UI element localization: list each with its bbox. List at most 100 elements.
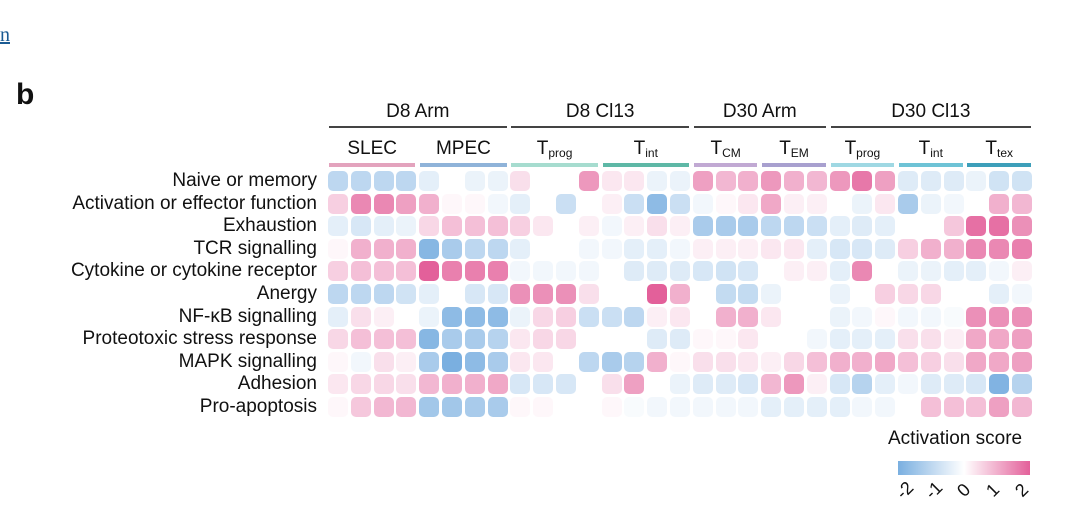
heatmap-cell [806,171,827,191]
heatmap-cell [966,238,987,259]
heatmap-cell [578,284,599,304]
heatmap-cell [1012,171,1032,191]
heatmap-cell [350,397,371,417]
heatmap-cell [715,397,736,417]
heatmap-cell [624,351,645,372]
heatmap-cell [556,261,576,282]
heatmap-cell [852,284,873,304]
heatmap-cell [670,216,690,237]
heatmap-cell [738,374,759,395]
heatmap-cell [852,193,873,214]
heatmap-cell [328,397,348,417]
group-underline [329,126,507,128]
heatmap-cell [647,306,668,327]
heatmap-cell [556,397,576,417]
heatmap-cell [1012,329,1032,350]
heatmap-cell [829,216,850,237]
heatmap-cell [556,171,576,191]
heatmap-cell [419,261,440,282]
heatmap-cell [556,193,576,214]
heatmap-cell [647,171,668,191]
heatmap-cell [715,193,736,214]
heatmap-cell [373,329,394,350]
heatmap-cell [761,261,782,282]
heatmap-cell [738,329,759,350]
heatmap-cell [396,216,417,237]
group-label: D8 Cl13 [565,101,635,122]
heatmap-cell [601,216,622,237]
heatmap-cell [989,329,1010,350]
heatmap-cell [852,216,873,237]
heatmap-cell [464,284,485,304]
heatmap-cell [670,238,690,259]
heatmap-cell [806,193,827,214]
heatmap-cell [442,329,462,350]
heatmap-cell [510,238,531,259]
heatmap-cell [328,216,348,237]
heatmap-cell [1012,374,1032,395]
row-label: Naive or memory [172,170,317,191]
heatmap-cell [556,306,576,327]
heatmap-cell [715,216,736,237]
heatmap-cell [1012,193,1032,214]
heatmap-cell [875,171,896,191]
group-underline [511,126,689,128]
heatmap-cell [852,351,873,372]
subgroup-label: Tprog [844,138,881,160]
heatmap-cell [761,171,782,191]
row-label: Activation or effector function [72,192,317,214]
heatmap-cell [898,171,918,191]
heatmap-cell [670,397,690,417]
heatmap-cell [920,306,941,327]
heatmap-cell [487,351,508,372]
heatmap-cell [943,351,964,372]
heatmap-cell [920,397,941,417]
heatmap-cell [692,374,713,395]
heatmap-cell [761,284,782,304]
heatmap-cell [966,374,987,395]
heatmap-cell [464,238,485,259]
heatmap-cell [373,193,394,214]
heatmap-cell [578,238,599,259]
heatmap-cell [464,193,485,214]
heatmap-cell [396,351,417,372]
heatmap-cell [829,329,850,350]
heatmap-cell [601,193,622,214]
heatmap-cell [578,216,599,237]
heatmap-cell [784,261,804,282]
heatmap-cell [350,374,371,395]
heatmap-cell [601,374,622,395]
heatmap-cell [442,193,462,214]
heatmap-cell [875,261,896,282]
heatmap-cell [533,261,554,282]
heatmap-cell [761,374,782,395]
heatmap-cell [852,329,873,350]
heatmap-cell [510,397,531,417]
heatmap-cell [692,397,713,417]
legend-tick-label: -2 [891,477,918,503]
heatmap-cell [898,193,918,214]
heatmap-cell [373,216,394,237]
heatmap-cell [875,216,896,237]
heatmap-cell [556,216,576,237]
heatmap-cell [624,284,645,304]
heatmap-cell [920,374,941,395]
subgroup-label: Tprog [536,138,573,160]
heatmap-cell [328,284,348,304]
top-link[interactable]: n [0,24,10,46]
heatmap-cell [784,284,804,304]
heatmap-cell [692,261,713,282]
heatmap-cell [692,216,713,237]
heatmap-cell [715,374,736,395]
heatmap-cell [624,374,645,395]
group-label: D8 Arm [386,101,450,122]
heatmap-cell [647,329,668,350]
heatmap-cell [396,193,417,214]
heatmap-cell [533,216,554,237]
row-label: NF-κB signalling [178,305,317,327]
heatmap-cell [647,284,668,304]
heatmap-cell [852,397,873,417]
heatmap-cell [647,351,668,372]
heatmap-cell [829,171,850,191]
heatmap-cell [920,261,941,282]
